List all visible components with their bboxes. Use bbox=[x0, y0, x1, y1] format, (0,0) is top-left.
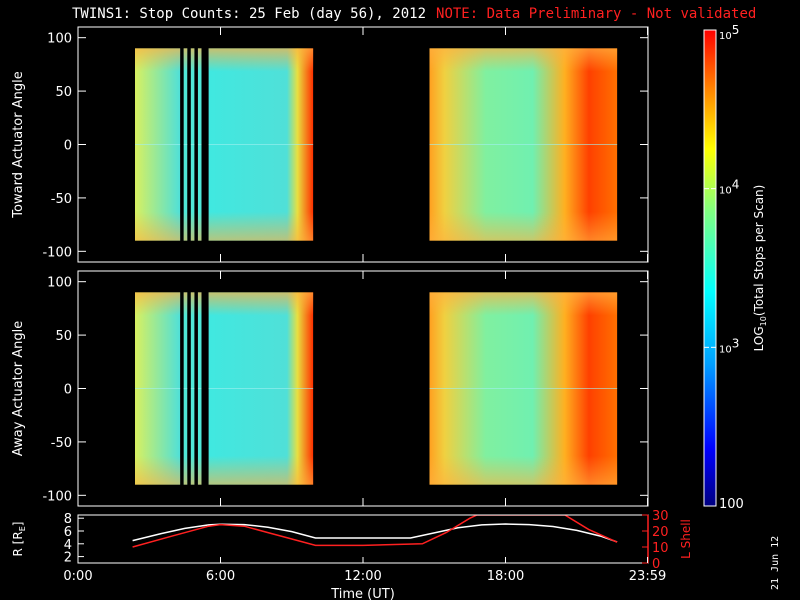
colorbar-tick-label-0: 105 bbox=[719, 23, 739, 42]
orbit-ylabel-right: L Shell bbox=[679, 519, 693, 559]
toward-ylabel: Toward Actuator Angle bbox=[11, 71, 26, 218]
orbit-series-lshell bbox=[132, 515, 618, 548]
orbit-ytick-left-label-2: 6 bbox=[64, 525, 72, 540]
toward-ytick-label-0: 100 bbox=[47, 32, 72, 47]
orbit-ytick-right-label-3: 30 bbox=[652, 509, 669, 524]
xtick-label-0: 0:00 bbox=[63, 569, 92, 584]
colorbar-label: LOG10(Total Stops per Scan) bbox=[752, 185, 768, 352]
figure-title-note: NOTE: Data Preliminary - Not validated bbox=[436, 6, 757, 22]
xtick-label-3: 18:00 bbox=[487, 569, 524, 584]
x-axis-label: Time (UT) bbox=[330, 587, 395, 600]
away-ytick-label-1: 50 bbox=[55, 329, 72, 344]
toward-ytick-label-2: 0 bbox=[64, 139, 72, 154]
orbit-ytick-left-label-0: 2 bbox=[64, 551, 72, 566]
away-ytick-label-4: -100 bbox=[42, 489, 72, 504]
away-ytick-label-2: 0 bbox=[64, 383, 72, 398]
away-ytick-label-0: 100 bbox=[47, 276, 72, 291]
xtick-label-2: 12:00 bbox=[344, 569, 381, 584]
orbit-ytick-right-label-2: 20 bbox=[652, 525, 669, 540]
orbit-ytick-right-label-0: 0 bbox=[652, 557, 660, 572]
colorbar-frame bbox=[703, 29, 717, 507]
orbit-ytick-left-label-1: 4 bbox=[64, 538, 72, 553]
figure-title: TWINS1: Stop Counts: 25 Feb (day 56), 20… bbox=[72, 6, 756, 22]
xtick-label-4: 23:59 bbox=[629, 569, 666, 584]
colorbar-tick-label-2: 103 bbox=[719, 336, 739, 355]
colorbar-tick-label-1: 104 bbox=[719, 178, 739, 197]
orbit-ylabel-left: R [RE] bbox=[11, 522, 27, 557]
xtick-label-1: 6:00 bbox=[206, 569, 235, 584]
away-ytick-label-3: -50 bbox=[51, 436, 72, 451]
toward-ytick-label-4: -100 bbox=[42, 245, 72, 260]
figure-title-main: TWINS1: Stop Counts: 25 Feb (day 56), 20… bbox=[72, 6, 427, 22]
away-ylabel: Away Actuator Angle bbox=[11, 321, 26, 456]
toward-ytick-label-3: -50 bbox=[51, 192, 72, 207]
toward-ytick-label-1: 50 bbox=[55, 85, 72, 100]
orbit-series-r bbox=[132, 523, 618, 543]
colorbar-tick-label-3: 100 bbox=[719, 497, 744, 512]
colorbar-ramp bbox=[704, 30, 716, 506]
orbit-ytick-right-label-1: 10 bbox=[652, 541, 669, 556]
orbit-ytick-left-label-3: 8 bbox=[64, 512, 72, 527]
